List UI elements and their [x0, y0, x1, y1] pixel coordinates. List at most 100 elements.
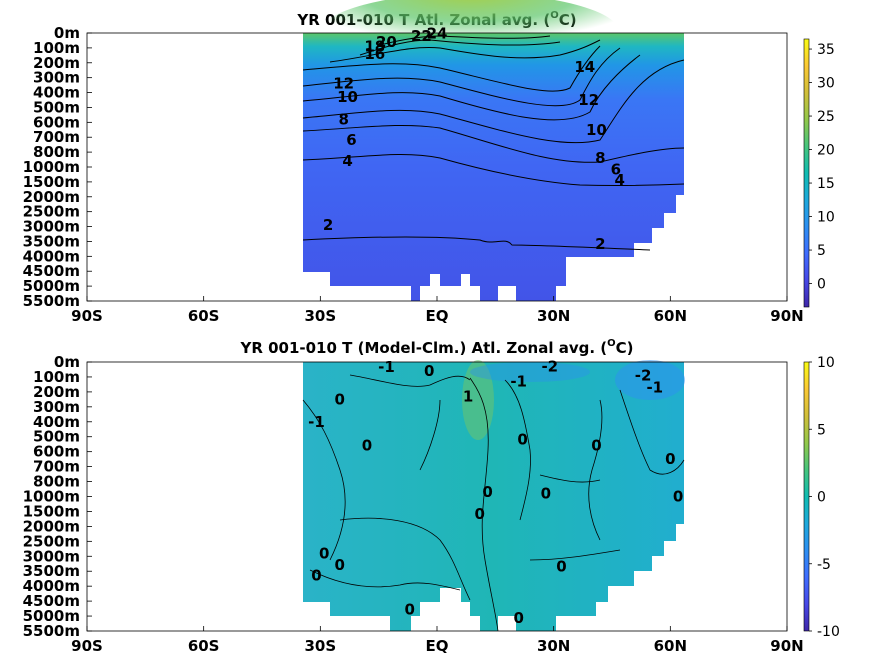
contour-label: 0	[513, 609, 523, 627]
cool-anomaly	[470, 362, 590, 382]
x-tick-label: 60S	[188, 307, 220, 325]
y-tick-label: 2500m	[23, 532, 80, 550]
y-tick-label: 800m	[33, 473, 80, 491]
y-tick-label: 2000m	[23, 188, 80, 206]
contour-label: 0	[319, 544, 329, 562]
x-tick-label: 30S	[304, 637, 336, 655]
y-tick-label: 0m	[54, 353, 80, 371]
panel-bottom: YR 001-010 T (Model-Clm.) Atl. Zonal avg…	[23, 338, 840, 655]
contour-label: -1	[308, 413, 325, 431]
chart-title: YR 001-010 T (Model-Clm.) Atl. Zonal avg…	[239, 338, 633, 357]
colorbar-bottom: 10 5 0 -5 -10	[803, 355, 840, 640]
contour-label: -1	[510, 372, 527, 390]
y-tick-label: 5500m	[23, 622, 80, 640]
colorbar-tick-label: 0	[817, 490, 826, 506]
contour-label: 8	[595, 149, 605, 167]
x-tick-label: 60S	[188, 637, 220, 655]
colorbar-tick-label: -10	[817, 624, 840, 640]
contour-label: 0	[362, 437, 372, 455]
y-tick-label: 4000m	[23, 577, 80, 595]
colorbar-gradient	[803, 38, 810, 308]
contour-label: 6	[346, 131, 356, 149]
colorbar-tick-label: -5	[817, 557, 831, 573]
bottom-patch	[303, 602, 330, 616]
x-tick-label: 90S	[71, 307, 103, 325]
y-tick-label: 0m	[54, 24, 80, 42]
y-tick-label: 2000m	[23, 517, 80, 535]
contour-label: 2	[323, 216, 333, 234]
contour-label: 4	[615, 171, 625, 189]
colorbar-tick-label: 15	[817, 176, 835, 192]
colorbar-tick-label: 30	[817, 76, 835, 92]
y-tick-label: 500m	[33, 428, 80, 446]
contour-label: 0	[541, 485, 551, 503]
contour-label: 0	[424, 362, 434, 380]
cool-anomaly	[615, 360, 685, 400]
y-tick-label: 1500m	[23, 502, 80, 520]
contour-label: 0	[475, 505, 485, 523]
x-tick-label: 90N	[770, 637, 803, 655]
colorbar-gradient	[803, 361, 810, 632]
y-tick-label: 200m	[33, 383, 80, 401]
y-tick-label: 3000m	[23, 547, 80, 565]
contour-label: 1	[463, 387, 473, 405]
contour-label: 22	[411, 27, 432, 45]
x-tick-label: EQ	[426, 307, 449, 325]
y-tick-label: 2500m	[23, 203, 80, 221]
x-tick-label: 90S	[71, 637, 103, 655]
colorbar-tick-label: 25	[817, 109, 835, 125]
contour-label: 0	[673, 488, 683, 506]
y-axis-top: 0m100m200m300m400m500m600m700m800m1000m1…	[23, 24, 92, 310]
x-axis-bottom: 90S 60S 30S EQ 30N 60N 90N	[71, 626, 804, 655]
colorbar-tick-label: 5	[817, 243, 826, 259]
difference-field	[303, 362, 684, 631]
y-tick-label: 4500m	[23, 592, 80, 610]
panel-top: YR 001-010 T Atl. Zonal avg. (OC) 242	[23, 0, 835, 325]
colorbar-tick-label: 5	[817, 422, 826, 438]
contour-label: 24	[427, 25, 448, 43]
y-axis-bottom: 0m100m200m300m400m500m600m700m800m1000m1…	[23, 353, 92, 640]
colorbar-tick-label: 35	[817, 42, 835, 58]
x-axis-top: 90S 60S 30S EQ 30N 60N 90N	[71, 296, 804, 325]
contour-label: 6	[611, 160, 621, 178]
x-tick-label: 30N	[537, 307, 570, 325]
contour-label: -2	[541, 357, 558, 375]
contour-label: 8	[338, 110, 348, 128]
contour-label: 0	[405, 600, 415, 618]
contour-label: 0	[591, 437, 601, 455]
temperature-field	[303, 33, 684, 301]
contour-label: 10	[586, 121, 607, 139]
contour-label: 12	[578, 91, 599, 109]
y-tick-label: 700m	[33, 128, 80, 146]
warm-core	[320, 0, 620, 73]
contour-label: 2	[595, 235, 605, 253]
colorbar-tick-label: 10	[817, 210, 835, 226]
contour-label: 12	[333, 75, 354, 93]
colorbar-tick-label: 0	[817, 277, 826, 293]
y-tick-label: 200m	[33, 54, 80, 72]
contour-label: 14	[574, 58, 595, 76]
contour-label: 18	[364, 37, 385, 55]
y-tick-label: 300m	[33, 69, 80, 87]
x-tick-label: 90N	[770, 307, 803, 325]
contour-label: 0	[335, 556, 345, 574]
y-tick-label: 3500m	[23, 562, 80, 580]
x-tick-label: 60N	[654, 637, 687, 655]
contour-label: -2	[635, 366, 652, 384]
y-tick-label: 3000m	[23, 218, 80, 236]
contour-label: 0	[517, 431, 527, 449]
y-tick-label: 1500m	[23, 173, 80, 191]
x-tick-label: 30N	[537, 637, 570, 655]
contour-lines	[302, 35, 685, 251]
contour-label: -1	[378, 358, 395, 376]
y-tick-label: 400m	[33, 413, 80, 431]
colorbar-top: 35 30 25 20 15 10 5 0	[803, 38, 835, 308]
contour-lines	[302, 374, 685, 632]
y-tick-label: 800m	[33, 143, 80, 161]
y-tick-label: 5000m	[23, 277, 80, 295]
x-tick-label: 30S	[304, 307, 336, 325]
